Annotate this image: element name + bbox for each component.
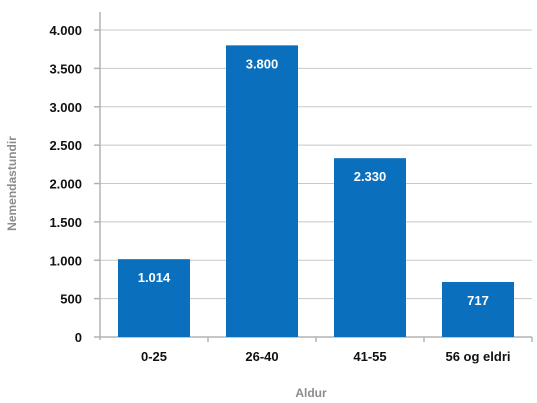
gridlines [100, 29, 532, 300]
x-tick-label: 26-40 [245, 349, 278, 364]
y-axis-title: Nemendastundir [5, 136, 19, 231]
bar [334, 158, 406, 337]
y-tick-label: 500 [60, 292, 82, 307]
y-tick-label: 3.500 [49, 61, 82, 76]
y-tick-label: 0 [75, 330, 82, 345]
bar-value-label: 2.330 [354, 169, 387, 184]
bars: 1.014 3.800 2.330 717 [118, 45, 514, 337]
bar-value-label: 3.800 [246, 56, 279, 71]
x-axis-ticks: 0-25 26-40 41-55 56 og eldri [141, 337, 533, 364]
x-axis-title: Aldur [295, 386, 327, 400]
x-tick-label: 41-55 [353, 349, 386, 364]
y-tick-label: 4.000 [49, 23, 82, 38]
y-tick-label: 2.000 [49, 177, 82, 192]
bar [226, 45, 298, 337]
bar [442, 281, 514, 337]
bar-value-label: 717 [467, 293, 489, 308]
x-tick-label: 0-25 [141, 349, 167, 364]
x-tick-label: 56 og eldri [445, 349, 510, 364]
bar-value-label: 1.014 [138, 270, 171, 285]
y-tick-label: 2.500 [49, 138, 82, 153]
y-tick-label: 3.000 [49, 100, 82, 115]
y-tick-label: 1.500 [49, 215, 82, 230]
y-tick-label: 1.000 [49, 253, 82, 268]
y-axis-ticks: 0 500 1.000 1.500 2.000 2.500 3.000 3.500 4.000 [49, 23, 100, 345]
bar [118, 259, 190, 337]
